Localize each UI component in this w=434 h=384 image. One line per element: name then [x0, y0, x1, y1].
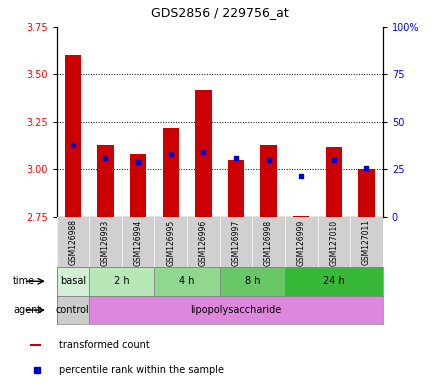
Bar: [130, 154, 146, 217]
Bar: [30, 344, 41, 346]
Text: GSM126998: GSM126998: [263, 220, 273, 266]
Bar: [358, 169, 374, 217]
Text: transformed count: transformed count: [59, 340, 149, 350]
Text: GSM126997: GSM126997: [231, 220, 240, 266]
Text: GDS2856 / 229756_at: GDS2856 / 229756_at: [151, 6, 288, 19]
Bar: [219, 267, 284, 296]
Text: 2 h: 2 h: [114, 276, 129, 286]
Text: GSM126996: GSM126996: [198, 220, 207, 266]
Text: lipopolysaccharide: lipopolysaccharide: [190, 305, 281, 315]
Bar: [97, 145, 113, 217]
Bar: [284, 267, 382, 296]
Bar: [56, 267, 89, 296]
Text: basal: basal: [59, 276, 86, 286]
Text: control: control: [56, 305, 89, 315]
Text: 24 h: 24 h: [322, 276, 344, 286]
Bar: [162, 127, 178, 217]
Text: GSM126994: GSM126994: [133, 220, 142, 266]
Text: GSM127011: GSM127011: [361, 220, 370, 265]
Bar: [65, 55, 81, 217]
Bar: [154, 267, 219, 296]
Text: GSM126988: GSM126988: [68, 220, 77, 265]
Bar: [227, 160, 243, 217]
Bar: [195, 89, 211, 217]
Text: time: time: [13, 276, 35, 286]
Text: agent: agent: [13, 305, 41, 315]
Bar: [89, 267, 154, 296]
Bar: [260, 145, 276, 217]
Text: percentile rank within the sample: percentile rank within the sample: [59, 365, 224, 375]
Text: GSM126993: GSM126993: [101, 220, 110, 266]
Bar: [325, 147, 341, 217]
Text: 4 h: 4 h: [179, 276, 194, 286]
Bar: [56, 296, 89, 324]
Text: GSM126999: GSM126999: [296, 220, 305, 266]
Text: GSM127010: GSM127010: [329, 220, 338, 266]
Text: 8 h: 8 h: [244, 276, 260, 286]
Bar: [293, 216, 309, 217]
Text: GSM126995: GSM126995: [166, 220, 175, 266]
